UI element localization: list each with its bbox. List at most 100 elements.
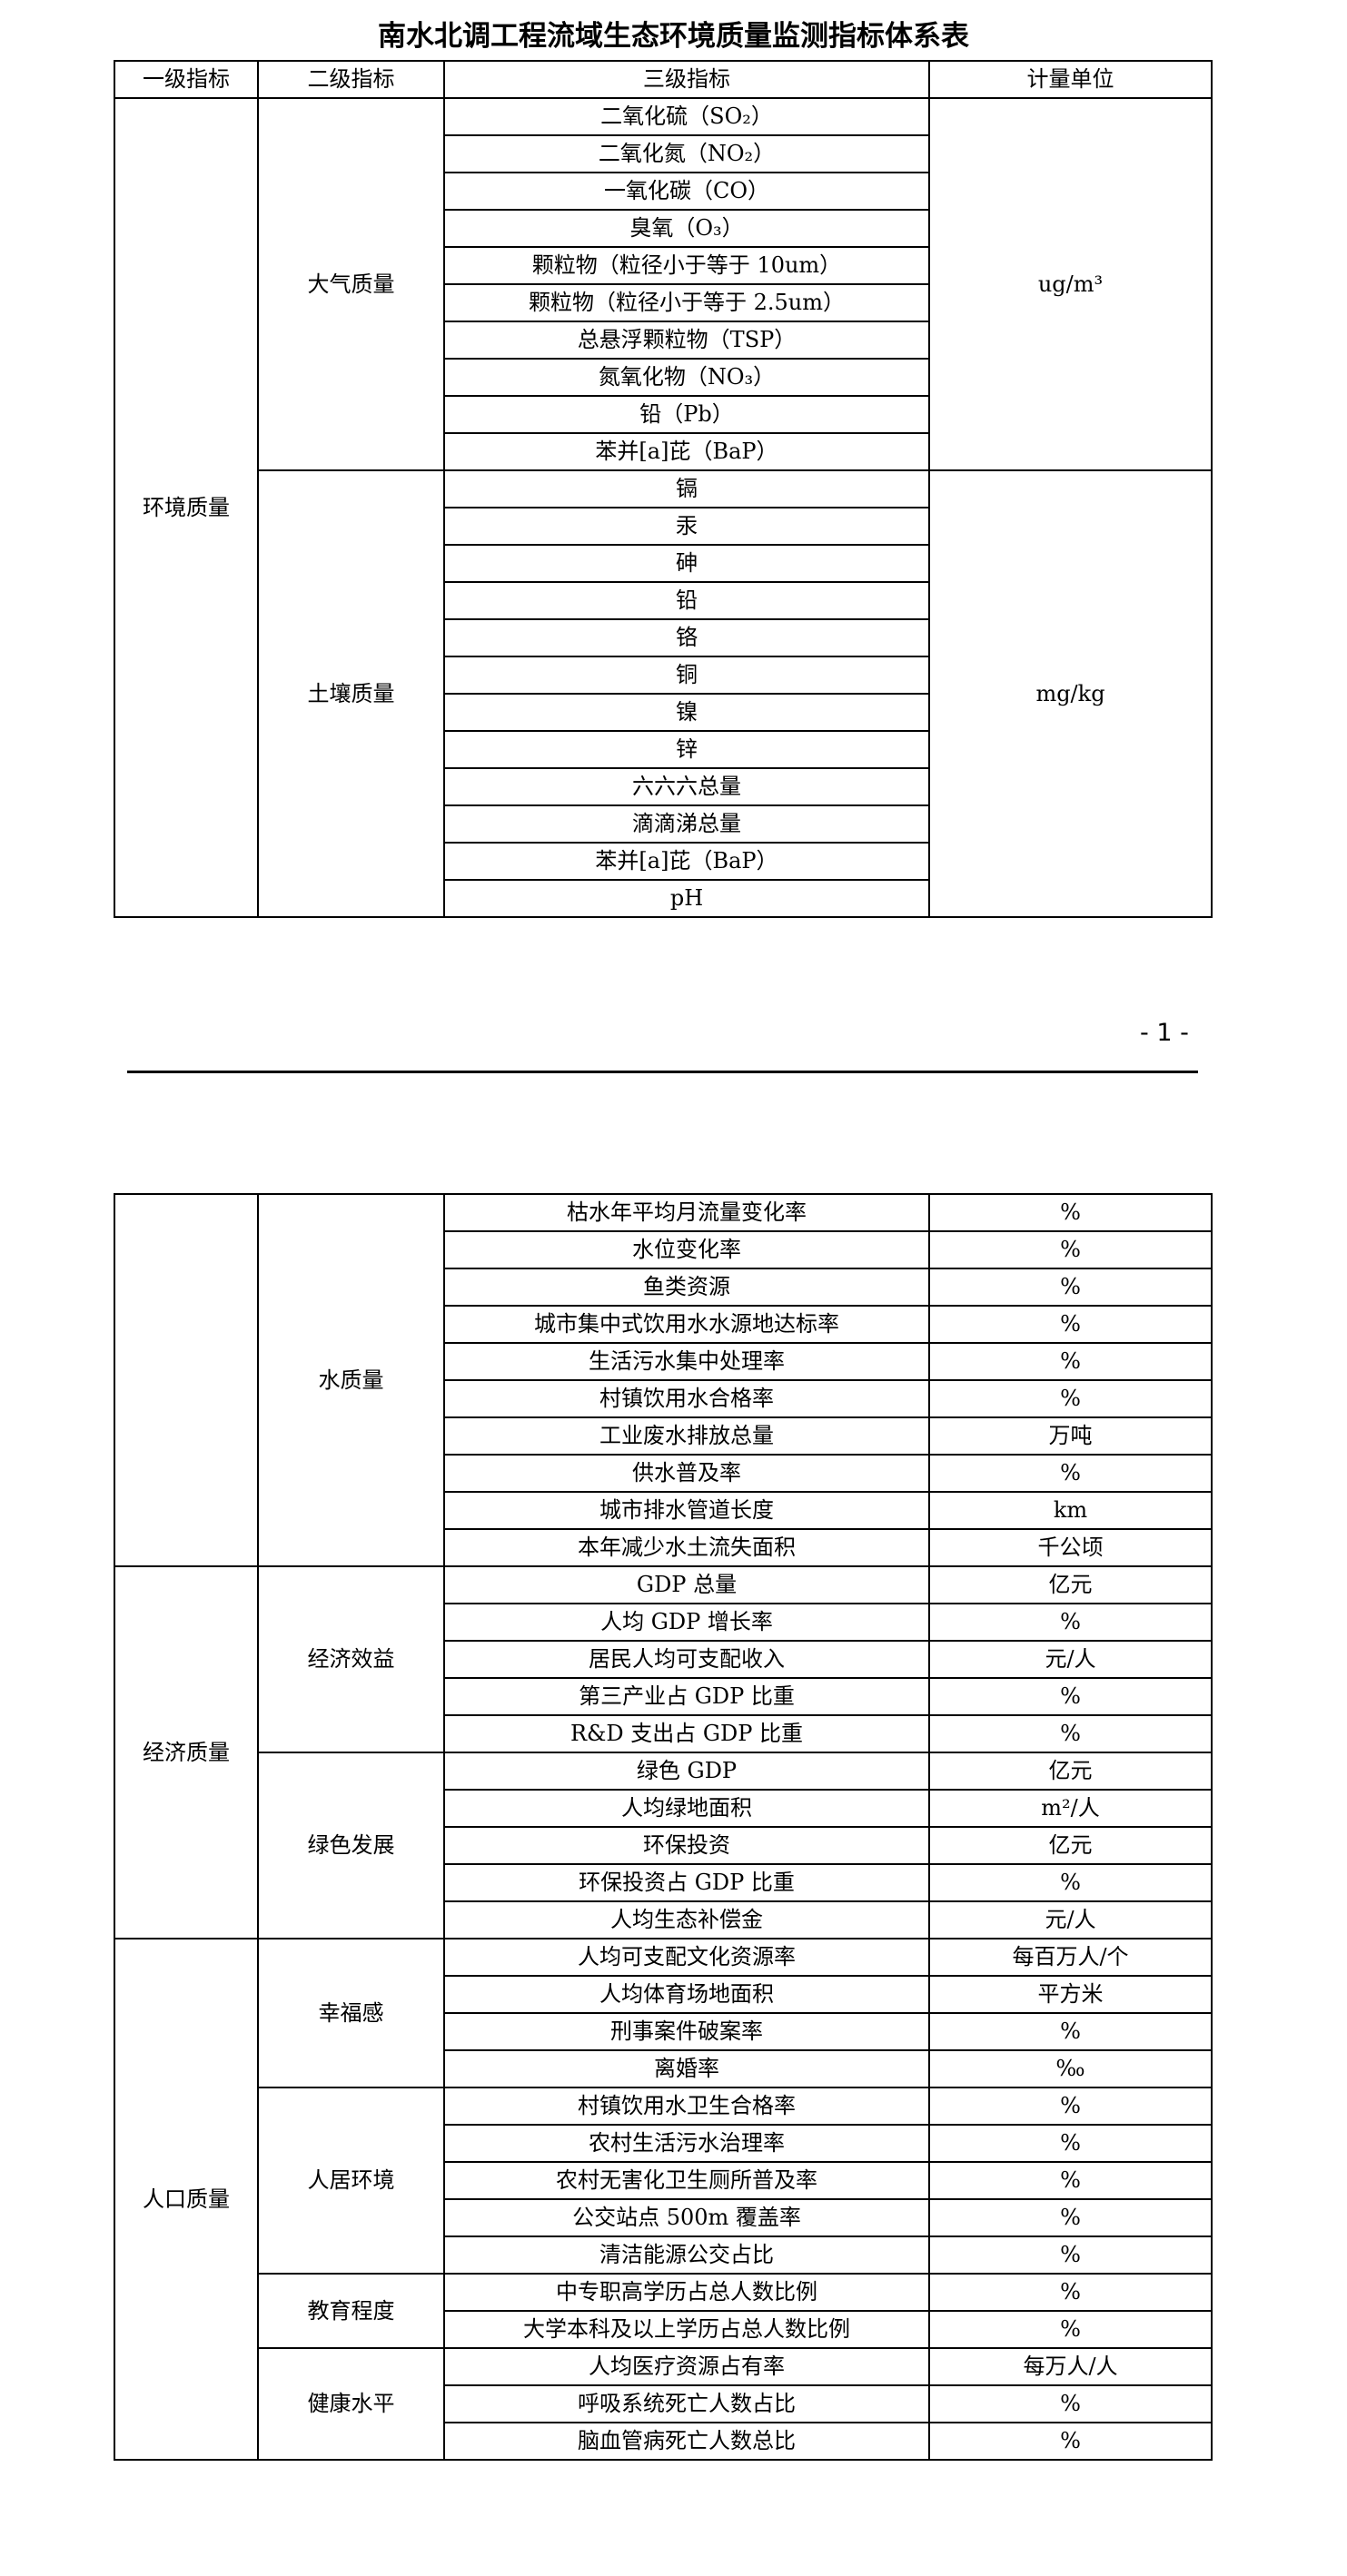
level3-indicator-cell: 总悬浮颗粒物（TSP） xyxy=(443,321,930,360)
level3-indicator-cell: 中专职高学历占总人数比例 xyxy=(443,2273,930,2312)
table-row: 人均生态补偿金 元/人 xyxy=(114,1900,1213,1939)
unit-cell: % xyxy=(928,1677,1213,1716)
table-row: 铬 xyxy=(114,618,1212,657)
unit-cell: % xyxy=(928,1603,1213,1642)
unit-cell: 万吨 xyxy=(928,1416,1213,1456)
header-unit: 计量单位 xyxy=(928,60,1213,99)
level3-indicator-cell: 二氧化硫（SO₂） xyxy=(443,97,930,136)
unit-cell: 每万人/人 xyxy=(928,2347,1213,2386)
level3-indicator-cell: 农村无害化卫生厕所普及率 xyxy=(443,2161,930,2200)
level3-indicator-cell: 人均体育场地面积 xyxy=(443,1975,930,2014)
table-row: 人口质量 幸福感 人均可支配文化资源率 每百万人/个 xyxy=(114,1938,1213,2461)
level3-indicator-cell: 苯并[a]芘（BaP） xyxy=(443,432,930,471)
table-row: 二氧化氮（NO₂） xyxy=(114,134,1212,173)
table-row: 人均 GDP 增长率% xyxy=(114,1603,1213,1642)
table-row: 居民人均可支配收入 元/人 xyxy=(114,1640,1213,1679)
table-row: 健康水平 人均医疗资源占有率 每万人/人 xyxy=(114,2347,1213,2461)
level3-indicator-cell: 人均医疗资源占有率 xyxy=(443,2347,930,2386)
level3-indicator-cell: 鱼类资源 xyxy=(443,1268,930,1307)
level3-indicator-cell: 环保投资 xyxy=(443,1826,930,1865)
table-row: 铅（Pb） xyxy=(114,395,1212,434)
table-row: 村镇饮用水合格率% xyxy=(114,1379,1213,1418)
table-row: 人均绿地面积 m²/人 xyxy=(114,1789,1213,1828)
table-row: 刑事案件破案率% xyxy=(114,2012,1213,2051)
header-level1: 一级指标 xyxy=(114,60,259,99)
level2-indicator-cell: 幸福感 xyxy=(257,1938,445,2088)
level2-indicator-cell: 大气质量 xyxy=(257,97,445,471)
table-row: 颗粒物（粒径小于等于 2.5um） xyxy=(114,283,1212,322)
unit-cell: km xyxy=(928,1491,1213,1530)
unit-cell: % xyxy=(928,2384,1213,2423)
table-row: 环境质量 大气质量 二氧化硫（SO₂） ug/m³ xyxy=(114,97,1213,918)
level3-indicator-cell: 大学本科及以上学历占总人数比例 xyxy=(443,2310,930,2349)
table-header-row: 一级指标 二级指标 三级指标 计量单位 xyxy=(114,60,1213,99)
table-row: 臭氧（O₃） xyxy=(114,209,1212,248)
unit-cell: % xyxy=(928,1342,1213,1381)
table-row: 人均体育场地面积 平方米 xyxy=(114,1975,1213,2014)
table-row: 脑血管病死亡人数总比% xyxy=(114,2422,1213,2461)
level3-indicator-cell: 城市排水管道长度 xyxy=(443,1491,930,1530)
unit-cell: 亿元 xyxy=(928,1752,1213,1791)
level3-indicator-cell: 呼吸系统死亡人数占比 xyxy=(443,2384,930,2423)
page-number: - 1 - xyxy=(1140,1019,1189,1047)
level3-indicator-cell: 环保投资占 GDP 比重 xyxy=(443,1863,930,1902)
table-row: 呼吸系统死亡人数占比% xyxy=(114,2384,1213,2423)
table-row: 土壤质量镉 mg/kg xyxy=(114,469,1213,918)
table-row: 氮氧化物（NO₃） xyxy=(114,358,1212,397)
table-row: 锌 xyxy=(114,730,1212,769)
unit-cell: % xyxy=(928,2422,1213,2461)
level2-indicator-cell: 绿色发展 xyxy=(257,1752,445,1939)
table-row: 颗粒物（粒径小于等于 10um） xyxy=(114,246,1212,285)
level3-indicator-cell: 苯并[a]芘（BaP） xyxy=(443,842,930,881)
unit-cell: % xyxy=(928,2124,1213,2163)
level3-indicator-cell: 汞 xyxy=(443,507,930,546)
table-row: 六六六总量 xyxy=(114,767,1212,806)
unit-cell: % xyxy=(928,1863,1213,1902)
table-row: 经济质量 经济效益 GDP 总量 亿元 xyxy=(114,1565,1213,1939)
table-row: 公交站点 500m 覆盖率% xyxy=(114,2198,1213,2237)
table-row: 工业废水排放总量 万吨 xyxy=(114,1416,1213,1456)
unit-cell: % xyxy=(928,2161,1213,2200)
table-row: 铅 xyxy=(114,581,1212,620)
level2-indicator-cell: 土壤质量 xyxy=(257,469,445,918)
table-row: 苯并[a]芘（BaP） xyxy=(114,432,1212,471)
level2-indicator-cell: 水质量 xyxy=(257,1193,445,1567)
unit-cell: 平方米 xyxy=(928,1975,1213,2014)
level3-indicator-cell: 铅 xyxy=(443,581,930,620)
unit-cell: % xyxy=(928,1268,1213,1307)
level3-indicator-cell: 人均可支配文化资源率 xyxy=(443,1938,930,1977)
table-row: 生活污水集中处理率% xyxy=(114,1342,1213,1381)
level3-indicator-cell: 铅（Pb） xyxy=(443,395,930,434)
table-row: R&D 支出占 GDP 比重% xyxy=(114,1714,1213,1753)
level3-indicator-cell: 锌 xyxy=(443,730,930,769)
level3-indicator-cell: 二氧化氮（NO₂） xyxy=(443,134,930,173)
level3-indicator-cell: 人均绿地面积 xyxy=(443,1789,930,1828)
level3-indicator-cell: 本年减少水土流失面积 xyxy=(443,1528,930,1567)
level2-indicator-cell: 经济效益 xyxy=(257,1565,445,1753)
level3-indicator-cell: 人均 GDP 增长率 xyxy=(443,1603,930,1642)
unit-cell: % xyxy=(928,1714,1213,1753)
unit-cell: mg/kg xyxy=(928,469,1213,918)
unit-cell: 亿元 xyxy=(928,1826,1213,1865)
table-row: 苯并[a]芘（BaP） xyxy=(114,842,1212,881)
level2-indicator-cell: 健康水平 xyxy=(257,2347,445,2461)
level3-indicator-cell: 第三产业占 GDP 比重 xyxy=(443,1677,930,1716)
level3-indicator-cell: 六六六总量 xyxy=(443,767,930,806)
level3-indicator-cell: 枯水年平均月流量变化率 xyxy=(443,1193,930,1232)
table-row: 环保投资占 GDP 比重% xyxy=(114,1863,1213,1902)
level2-indicator-cell: 教育程度 xyxy=(257,2273,445,2349)
unit-cell: % xyxy=(928,2087,1213,2126)
unit-cell: % xyxy=(928,2310,1213,2349)
table-row: 水位变化率% xyxy=(114,1230,1213,1269)
level3-indicator-cell: 氮氧化物（NO₃） xyxy=(443,358,930,397)
level3-indicator-cell: 颗粒物（粒径小于等于 10um） xyxy=(443,246,930,285)
table-row: 供水普及率% xyxy=(114,1454,1213,1493)
level3-indicator-cell: 臭氧（O₃） xyxy=(443,209,930,248)
table-row: 总悬浮颗粒物（TSP） xyxy=(114,321,1212,360)
level3-indicator-cell: R&D 支出占 GDP 比重 xyxy=(443,1714,930,1753)
level3-indicator-cell: 城市集中式饮用水水源地达标率 xyxy=(443,1305,930,1344)
indicator-table-page-1: 一级指标 二级指标 三级指标 计量单位 环境质量 大气质量 二氧化硫（SO₂） ug/… xyxy=(114,60,1213,918)
unit-cell: 元/人 xyxy=(928,1900,1213,1939)
unit-cell: 千公顷 xyxy=(928,1528,1213,1567)
level2-indicator-cell: 人居环境 xyxy=(257,2087,445,2275)
